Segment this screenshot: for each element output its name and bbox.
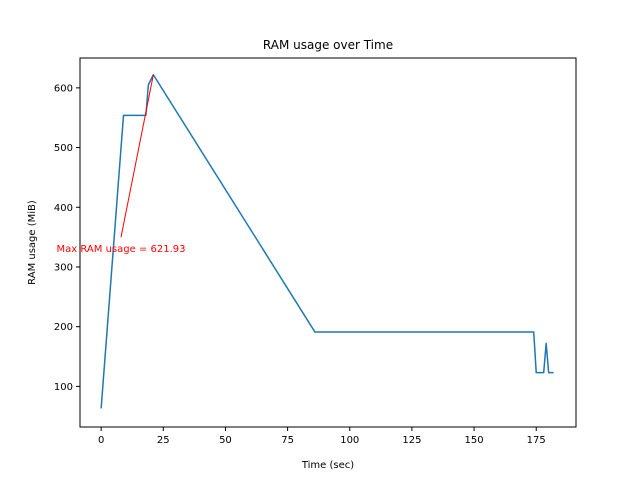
y-axis-label: RAM usage (MiB) [27,200,38,285]
x-axis: 0 25 50 75 100 125 150 175 [98,427,546,446]
y-tick-label: 300 [54,262,73,273]
x-tick-label: 0 [98,435,104,446]
chart-title: RAM usage over Time [263,38,393,52]
x-tick-label: 50 [219,435,232,446]
x-tick-label: 25 [157,435,170,446]
plot-area: Max RAM usage = 621.93 [57,74,554,409]
annotation-arrow [120,74,154,238]
y-tick-label: 400 [54,203,73,214]
y-tick-label: 200 [54,322,73,333]
x-tick-label: 125 [402,435,421,446]
x-tick-label: 75 [281,435,294,446]
series-line [100,74,554,409]
y-axis: 100 200 300 400 500 600 [54,83,80,393]
x-tick-label: 100 [340,435,359,446]
axes-frame [79,57,577,428]
y-tick-label: 500 [54,143,73,154]
y-tick-label: 600 [54,83,73,94]
max-ram-annotation: Max RAM usage = 621.93 [57,244,186,255]
x-tick-label: 150 [465,435,484,446]
x-tick-label: 175 [527,435,546,446]
x-axis-label: Time (sec) [301,460,354,471]
y-tick-label: 100 [54,382,73,393]
